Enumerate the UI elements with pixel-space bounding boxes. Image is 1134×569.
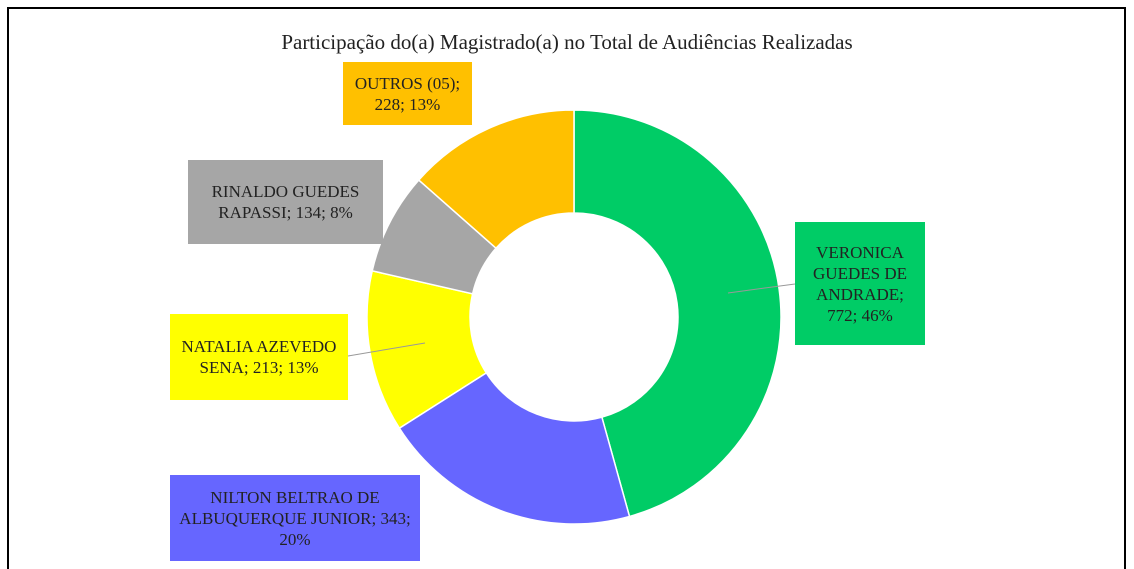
data-label: OUTROS (05); 228; 13%: [343, 62, 472, 125]
chart-frame: [7, 7, 1126, 569]
data-label: VERONICA GUEDES DE ANDRADE; 772; 46%: [795, 222, 925, 345]
donut-slice: [573, 109, 782, 518]
leader-line: [727, 283, 796, 294]
leader-line: [347, 342, 426, 357]
donut-slice: [398, 371, 631, 525]
data-label: NILTON BELTRAO DE ALBUQUERQUE JUNIOR; 34…: [170, 475, 420, 561]
chart-title: Participação do(a) Magistrado(a) no Tota…: [281, 30, 853, 54]
donut-slice: [417, 109, 575, 250]
data-label: NATALIA AZEVEDO SENA; 213; 13%: [170, 314, 348, 400]
data-label: RINALDO GUEDES RAPASSI; 134; 8%: [188, 160, 383, 244]
